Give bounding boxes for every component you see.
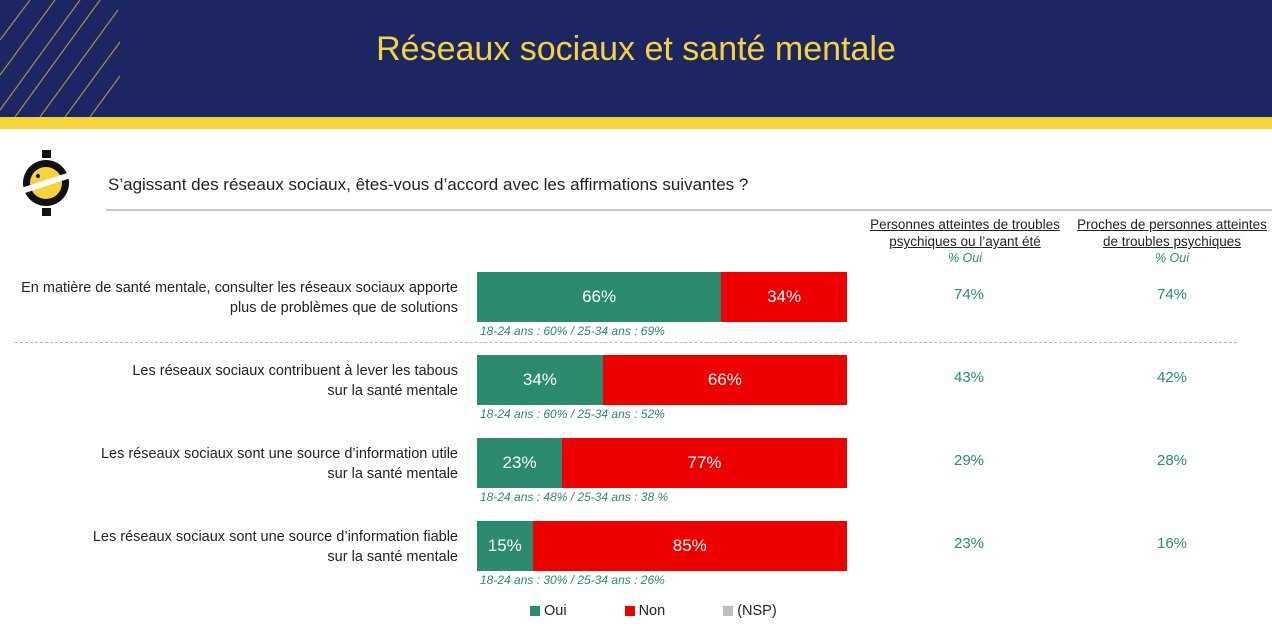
survey-question: S’agissant des réseaux sociaux, êtes-vou… (108, 175, 749, 194)
header-banner: Réseaux sociaux et santé mentale (0, 0, 1272, 117)
row-label-1-line-2: plus de problèmes que de solutions (229, 300, 458, 316)
column-header-affected-line2: psychiques ou l’ayant été (889, 234, 1041, 249)
row-label-1-line-1: En matière de santé mentale, consulter l… (21, 280, 458, 296)
bar-value-label-oui-1: 66% (582, 287, 617, 306)
chart-legend: Oui Non (NSP) (530, 603, 777, 619)
bar-row-1: 66% 34% (477, 272, 847, 322)
row-label-4: Les réseaux sociaux sont une source d’in… (0, 527, 458, 567)
age-breakdown-1: 18-24 ans : 60% / 25-34 ans : 69% (480, 324, 665, 338)
legend-label-oui: Oui (544, 603, 567, 619)
column-header-affected: Personnes atteintes de troubles psychiqu… (860, 216, 1070, 267)
row-label-4-line-2: sur la santé mentale (327, 549, 458, 565)
row-label-1: En matière de santé mentale, consulter l… (0, 278, 458, 318)
column-header-affected-line1: Personnes atteintes de troubles (870, 217, 1060, 232)
bar-value-label-non-2: 66% (707, 370, 742, 389)
question-underline (106, 209, 1272, 211)
legend-item-oui: Oui (530, 603, 567, 619)
relatives-value-1: 74% (1156, 286, 1188, 303)
age-breakdown-4: 18-24 ans : 30% / 25-34 ans : 26% (480, 573, 665, 587)
column-header-relatives: Proches de personnes atteintes de troubl… (1072, 216, 1272, 267)
bar-segment-non-2: 66% (602, 355, 847, 405)
row-label-2-line-2: sur la santé mentale (327, 383, 458, 399)
relatives-value-3: 28% (1156, 452, 1188, 469)
age-breakdown-2: 18-24 ans : 60% / 25-34 ans : 52% (480, 407, 665, 421)
legend-label-nsp: (NSP) (737, 603, 777, 619)
bar-segment-oui-3: 23% (477, 438, 563, 488)
affected-value-1: 74% (953, 286, 985, 303)
bar-value-label-oui-3: 23% (502, 453, 537, 472)
column-header-relatives-line1: Proches de personnes atteintes (1077, 217, 1267, 232)
column-header-relatives-line2: de troubles psychiques (1102, 234, 1242, 249)
column-header-relatives-sub: % Oui (1154, 251, 1190, 265)
bar-segment-non-3: 77% (562, 438, 847, 488)
legend-swatch-non (624, 606, 635, 616)
row-label-3-line-2: sur la santé mentale (327, 466, 458, 482)
decorative-line-pattern (0, 0, 121, 117)
legend-item-non: Non (624, 603, 666, 619)
legend-label-non: Non (638, 603, 666, 619)
age-breakdown-3: 18-24 ans : 48% / 25-34 ans : 38 % (480, 490, 669, 504)
logo-icon (22, 150, 70, 216)
column-header-affected-sub: % Oui (947, 251, 983, 265)
bar-row-4: 15% 85% (477, 521, 847, 571)
bar-segment-non-1: 34% (721, 272, 847, 322)
bar-segment-oui-4: 15% (477, 521, 533, 571)
legend-item-nsp: (NSP) (723, 603, 777, 619)
bar-value-label-oui-2: 34% (522, 370, 557, 389)
page-title: Réseaux sociaux et santé mentale (376, 30, 896, 68)
affected-value-4: 23% (953, 535, 985, 552)
bar-row-3: 23% 77% (477, 438, 847, 488)
bar-segment-oui-1: 66% (477, 272, 722, 322)
bar-segment-oui-2: 34% (477, 355, 603, 405)
row-label-3-line-1: Les réseaux sociaux sont une source d’in… (100, 446, 458, 462)
legend-swatch-nsp (723, 606, 734, 616)
relatives-value-4: 16% (1156, 535, 1188, 552)
bar-row-2: 34% 66% (477, 355, 847, 405)
bar-value-label-non-3: 77% (687, 453, 722, 472)
bar-value-label-non-4: 85% (672, 536, 707, 555)
row-label-3: Les réseaux sociaux sont une source d’in… (0, 444, 458, 484)
row-label-4-line-1: Les réseaux sociaux sont une source d’in… (92, 529, 458, 545)
bar-value-label-non-1: 34% (767, 287, 802, 306)
row-label-2: Les réseaux sociaux contribuent à lever … (0, 361, 458, 401)
bar-segment-non-4: 85% (532, 521, 847, 571)
bar-value-label-oui-4: 15% (487, 536, 522, 555)
row-divider (15, 342, 1237, 343)
header-accent-stripe (0, 117, 1272, 129)
relatives-value-2: 42% (1156, 369, 1188, 386)
affected-value-3: 29% (953, 452, 985, 469)
row-label-2-line-1: Les réseaux sociaux contribuent à lever … (132, 363, 458, 379)
affected-value-2: 43% (953, 369, 985, 386)
legend-swatch-oui (530, 606, 540, 616)
